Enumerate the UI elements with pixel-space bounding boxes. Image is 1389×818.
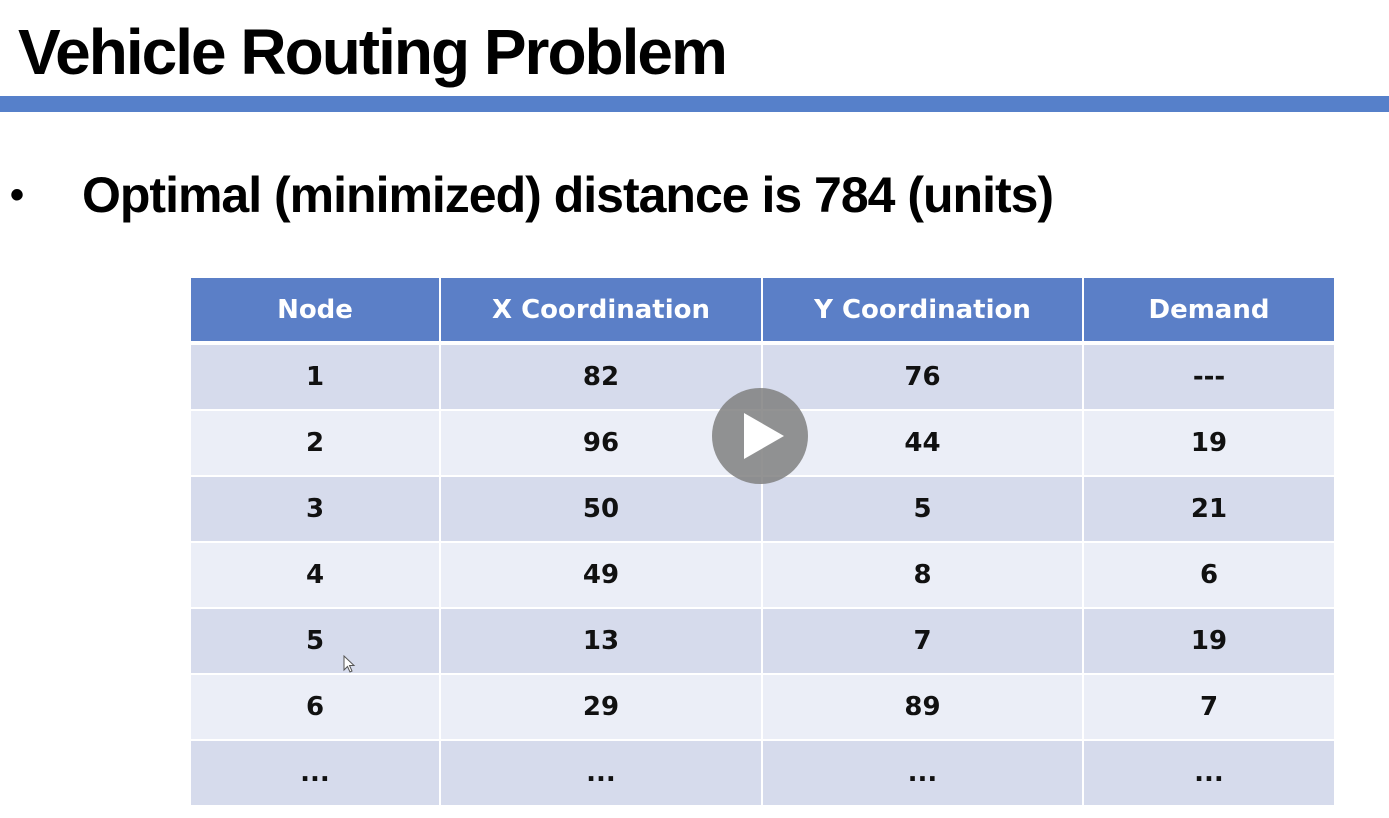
cell-y: 8 [762, 542, 1084, 609]
cell-node: 6 [191, 674, 441, 741]
cell-node: 1 [191, 343, 441, 411]
cell-y: 5 [762, 476, 1084, 543]
table-row: 1 82 76 --- [191, 343, 1334, 411]
header-x-coordination: X Coordination [440, 278, 763, 345]
bullet-dot-icon: • [10, 172, 25, 217]
cell-y: 7 [762, 608, 1084, 675]
cell-demand: --- [1083, 343, 1334, 411]
cell-x: 13 [440, 608, 763, 675]
cell-demand: ... [1083, 740, 1334, 807]
title-divider [0, 96, 1389, 112]
cell-node: 4 [191, 542, 441, 609]
play-button[interactable] [712, 388, 808, 484]
table-row: 2 96 44 19 [191, 410, 1334, 477]
bullet-point: • Optimal (minimized) distance is 784 (u… [8, 160, 1054, 230]
header-demand: Demand [1083, 278, 1334, 345]
cell-demand: 21 [1083, 476, 1334, 543]
cell-demand: 6 [1083, 542, 1334, 609]
cell-x: ... [440, 740, 763, 807]
cell-x: 82 [440, 343, 763, 411]
table-row: 5 13 7 19 [191, 608, 1334, 675]
cell-demand: 19 [1083, 410, 1334, 477]
table-row: 3 50 5 21 [191, 476, 1334, 543]
cell-y: 76 [762, 343, 1084, 411]
mouse-cursor-icon [343, 655, 356, 673]
table-row: ... ... ... ... [191, 740, 1334, 807]
bullet-text: Optimal (minimized) distance is 784 (uni… [82, 167, 1054, 223]
node-data-table: Node X Coordination Y Coordination Deman… [191, 278, 1334, 807]
cell-x: 49 [440, 542, 763, 609]
cell-node: 3 [191, 476, 441, 543]
cell-y: 89 [762, 674, 1084, 741]
slide-title: Vehicle Routing Problem [18, 16, 728, 88]
cell-x: 96 [440, 410, 763, 477]
table-row: 4 49 8 6 [191, 542, 1334, 609]
cell-node: 2 [191, 410, 441, 477]
cell-y: ... [762, 740, 1084, 807]
header-node: Node [191, 278, 441, 345]
cell-node: ... [191, 740, 441, 807]
cell-x: 50 [440, 476, 763, 543]
cell-x: 29 [440, 674, 763, 741]
table-header-row: Node X Coordination Y Coordination Deman… [191, 278, 1334, 345]
play-icon [744, 413, 784, 459]
table-row: 6 29 89 7 [191, 674, 1334, 741]
cell-node: 5 [191, 608, 441, 675]
cell-y: 44 [762, 410, 1084, 477]
cell-demand: 7 [1083, 674, 1334, 741]
header-y-coordination: Y Coordination [762, 278, 1084, 345]
cell-demand: 19 [1083, 608, 1334, 675]
